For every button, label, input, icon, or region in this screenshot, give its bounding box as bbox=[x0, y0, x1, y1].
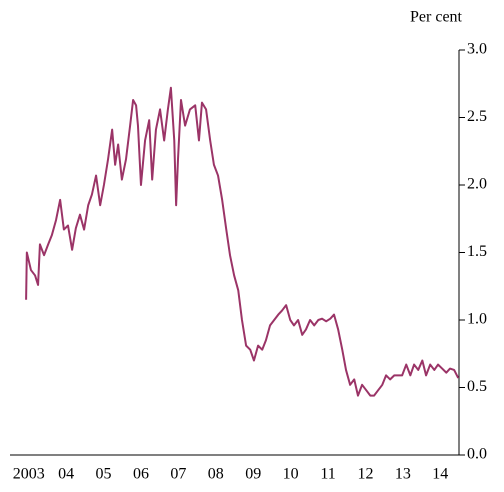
x-tick-label: 05 bbox=[96, 466, 112, 483]
data-line bbox=[25, 86, 460, 397]
y-tick-label: 1.0 bbox=[467, 311, 487, 328]
y-axis-label: Per cent bbox=[410, 9, 463, 26]
y-tick-label: 0.0 bbox=[467, 446, 487, 463]
x-tick-label: 11 bbox=[320, 466, 335, 483]
x-tick-label: 07 bbox=[170, 466, 186, 483]
x-tick-label: 13 bbox=[395, 466, 411, 483]
x-tick-label: 04 bbox=[58, 466, 74, 483]
x-tick-label: 09 bbox=[245, 466, 261, 483]
x-tick-label: 08 bbox=[208, 466, 224, 483]
x-tick-label: 06 bbox=[133, 466, 149, 483]
x-tick-label: 12 bbox=[357, 466, 373, 483]
y-tick-label: 1.5 bbox=[467, 243, 487, 260]
y-tick-label: 3.0 bbox=[467, 41, 487, 58]
x-tick-label: 2003 bbox=[13, 466, 45, 483]
y-tick-label: 2.5 bbox=[467, 108, 487, 125]
x-tick-label: 10 bbox=[283, 466, 299, 483]
y-tick-label: 0.5 bbox=[467, 378, 487, 395]
x-tick-label: 14 bbox=[432, 466, 448, 483]
y-tick-label: 2.0 bbox=[467, 176, 487, 193]
